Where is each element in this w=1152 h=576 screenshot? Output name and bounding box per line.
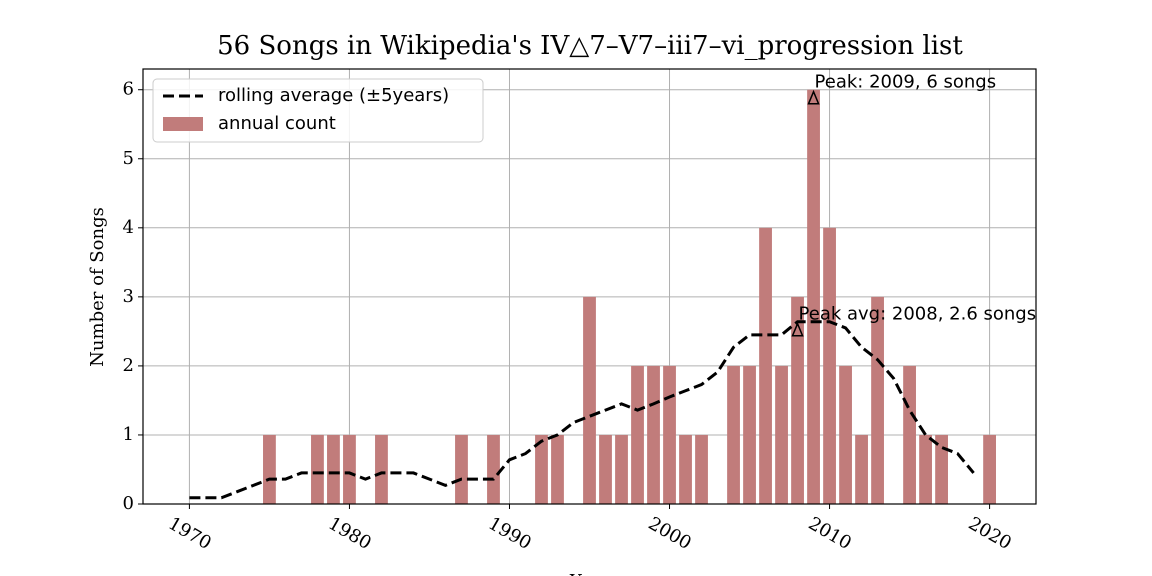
bar: [823, 227, 836, 505]
bar: [551, 434, 564, 504]
bar: [599, 434, 612, 504]
annotation: Peak avg: 2008, 2.6 songs: [799, 304, 1037, 325]
bar: [935, 434, 948, 504]
legend-box: [152, 78, 484, 143]
bar: [311, 434, 324, 504]
bar: [775, 365, 788, 504]
legend-label: annual count: [218, 113, 336, 134]
bar: [759, 227, 772, 505]
legend-label: rolling average (±5years): [218, 85, 449, 106]
bar: [487, 434, 500, 504]
bar: [919, 434, 932, 504]
bar: [263, 434, 276, 504]
bar: [871, 296, 884, 504]
annotation-marker: [807, 89, 820, 105]
bar: [455, 434, 468, 504]
bar: [903, 365, 916, 504]
bar: [839, 365, 852, 504]
legend: rolling average (±5years) annual count: [152, 78, 484, 143]
bar: [743, 365, 756, 504]
y-axis-label: Number of Songs: [87, 207, 108, 367]
bar: [695, 434, 708, 504]
bar: [583, 296, 596, 504]
y-tick-label: 0: [123, 493, 134, 514]
plot-frame: [142, 68, 1037, 505]
bar: [615, 434, 628, 504]
bar: [535, 434, 548, 504]
bar: [727, 365, 740, 504]
y-tick-label: 3: [123, 286, 134, 307]
y-tick-label: 1: [123, 424, 134, 445]
bar: [807, 89, 820, 504]
bar: [679, 434, 692, 504]
bar: [791, 296, 804, 504]
bar: [375, 434, 388, 504]
bar: [663, 365, 676, 504]
bar: [631, 365, 644, 504]
annotation-marker: [791, 321, 804, 337]
bar: [855, 434, 868, 504]
bar: [647, 365, 660, 504]
bar: [327, 434, 340, 504]
y-tick-label: 5: [123, 148, 134, 169]
annotation: Peak: 2009, 6 songs: [815, 72, 997, 93]
bar: [343, 434, 356, 504]
marks: Peak: 2009, 6 songs Peak avg: 2008, 2.6 s…: [189, 72, 1037, 505]
y-tick-label: 4: [123, 217, 134, 238]
line: [189, 320, 975, 500]
y-tick-label: 6: [123, 79, 134, 100]
x-axis-label: Year: [569, 571, 611, 576]
bar: [983, 434, 996, 504]
legend-swatch: [163, 117, 203, 131]
y-tick-label: 2: [123, 355, 134, 376]
chart-title: 56 Songs in Wikipedia's IV△7–V7–iii7–vi_…: [217, 31, 963, 61]
